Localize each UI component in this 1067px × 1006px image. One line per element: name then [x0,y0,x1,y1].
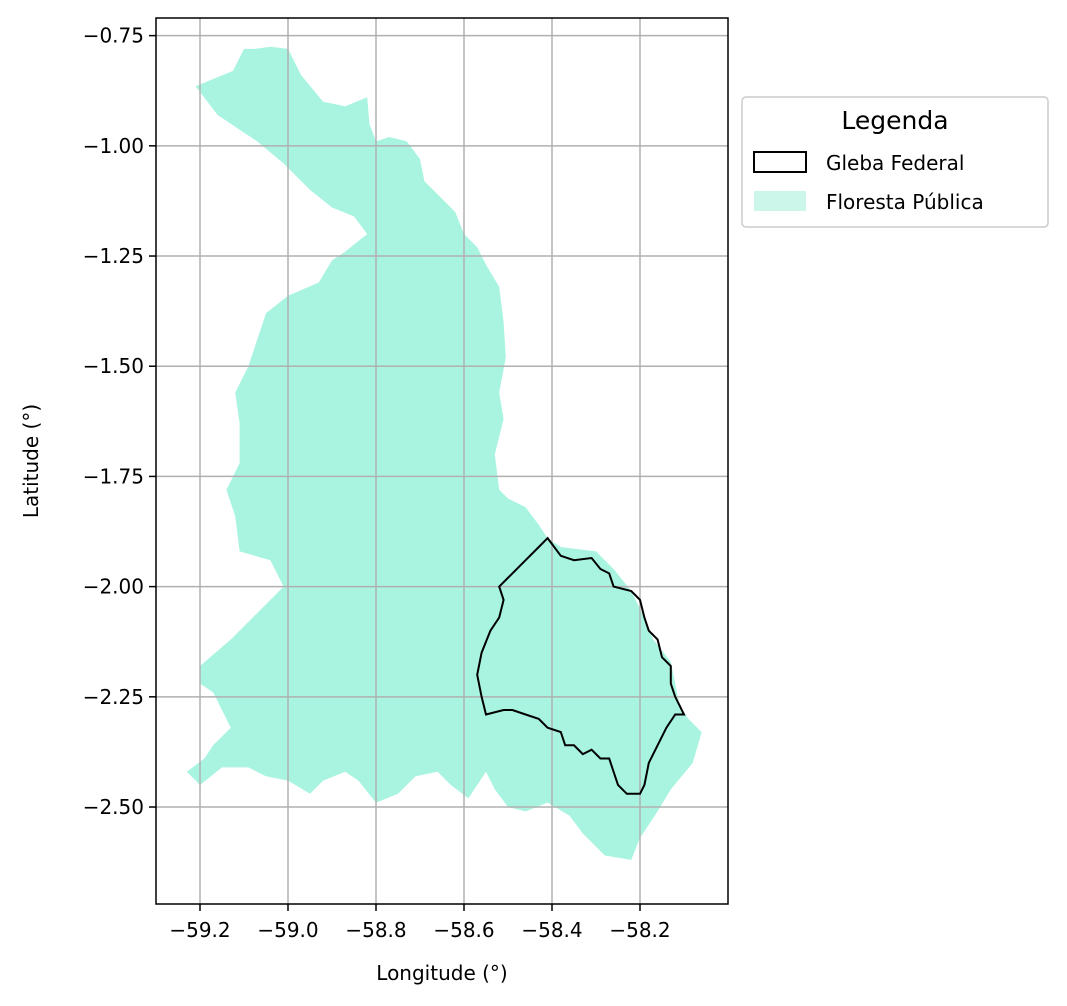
x-axis-ticks: −59.2 −59.0 −58.8 −58.6 −58.4 −58.2 [169,904,671,942]
y-tick-label: −1.75 [83,464,144,488]
legend-box [741,96,1049,228]
floresta-publica-area [186,46,702,860]
x-tick-label: −58.2 [609,918,670,942]
x-tick-label: −58.8 [345,918,406,942]
y-tick-label: −2.50 [83,795,144,819]
plot-area [155,17,729,905]
y-tick-label: −1.50 [83,354,144,378]
x-tick-label: −59.2 [169,918,230,942]
y-tick-label: −2.25 [83,685,144,709]
legend-swatch-floresta-publica [754,191,806,211]
y-axis-label: Latitude (°) [19,404,43,518]
axes-frame [155,17,729,905]
legend-title: Legenda [841,106,948,135]
legend-swatch-gleba-federal [753,151,807,173]
grid-lines [156,18,728,904]
gleba-federal-outline [476,536,686,795]
legend-label-gleba-federal: Gleba Federal [826,151,964,175]
legend: Legenda Gleba Federal Floresta Pública [741,96,1049,228]
y-tick-label: −1.00 [83,134,144,158]
x-tick-label: −58.6 [433,918,494,942]
y-tick-label: −1.25 [83,244,144,268]
y-axis-ticks: −0.75 −1.00 −1.25 −1.50 −1.75 −2.00 −2.25 −2.50 [83,24,156,819]
x-tick-label: −58.4 [521,918,582,942]
legend-label-floresta-publica: Floresta Pública [826,190,984,214]
x-axis-label: Longitude (°) [376,961,507,985]
y-tick-label: −0.75 [83,24,144,48]
y-tick-label: −2.00 [83,575,144,599]
x-tick-label: −59.0 [257,918,318,942]
